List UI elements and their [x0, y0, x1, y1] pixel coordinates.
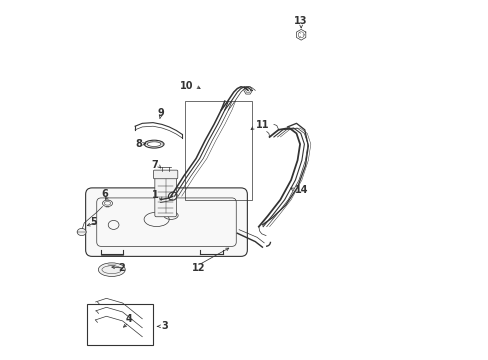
Ellipse shape — [77, 228, 86, 235]
Text: 12: 12 — [191, 263, 205, 273]
FancyBboxPatch shape — [85, 188, 247, 256]
Text: 14: 14 — [295, 185, 308, 195]
Text: 4: 4 — [125, 314, 132, 324]
Ellipse shape — [144, 140, 163, 148]
Text: 3: 3 — [161, 321, 168, 331]
Text: 9: 9 — [157, 108, 163, 118]
Text: 2: 2 — [119, 263, 125, 273]
Text: 8: 8 — [135, 139, 142, 149]
Ellipse shape — [98, 263, 125, 276]
Ellipse shape — [147, 142, 161, 147]
Bar — [86, 304, 153, 345]
Text: 6: 6 — [102, 189, 108, 199]
Text: 7: 7 — [151, 160, 158, 170]
Text: 5: 5 — [91, 217, 97, 227]
Bar — [185, 101, 251, 200]
FancyBboxPatch shape — [155, 176, 176, 217]
FancyBboxPatch shape — [153, 170, 178, 179]
Text: 11: 11 — [256, 121, 269, 130]
Text: 1: 1 — [152, 190, 159, 200]
Text: 13: 13 — [294, 17, 307, 27]
Text: 10: 10 — [180, 81, 193, 91]
